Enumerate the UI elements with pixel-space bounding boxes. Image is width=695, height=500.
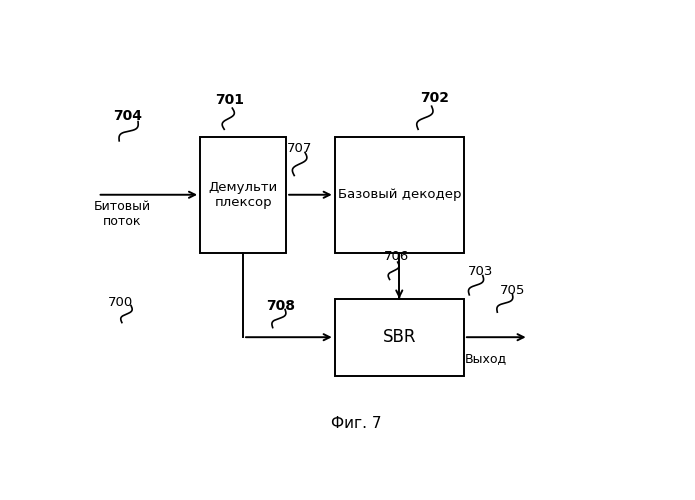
Text: 703: 703 <box>467 265 493 278</box>
Text: Выход: Выход <box>464 352 507 365</box>
Text: 705: 705 <box>500 284 525 298</box>
Bar <box>335 298 464 376</box>
Text: 701: 701 <box>215 94 244 108</box>
Bar <box>200 137 286 252</box>
Text: 708: 708 <box>266 300 295 314</box>
Text: 704: 704 <box>113 109 142 123</box>
Text: Фиг. 7: Фиг. 7 <box>331 416 382 432</box>
Bar <box>335 137 464 252</box>
Text: Демульти
плексор: Демульти плексор <box>208 180 278 209</box>
Text: SBR: SBR <box>382 328 416 346</box>
Text: Базовый декодер: Базовый декодер <box>338 188 461 201</box>
Text: 706: 706 <box>384 250 409 263</box>
Text: 702: 702 <box>420 92 449 106</box>
Text: 707: 707 <box>287 142 312 155</box>
Text: 700: 700 <box>108 296 133 309</box>
Text: Битовый
поток: Битовый поток <box>93 200 150 228</box>
